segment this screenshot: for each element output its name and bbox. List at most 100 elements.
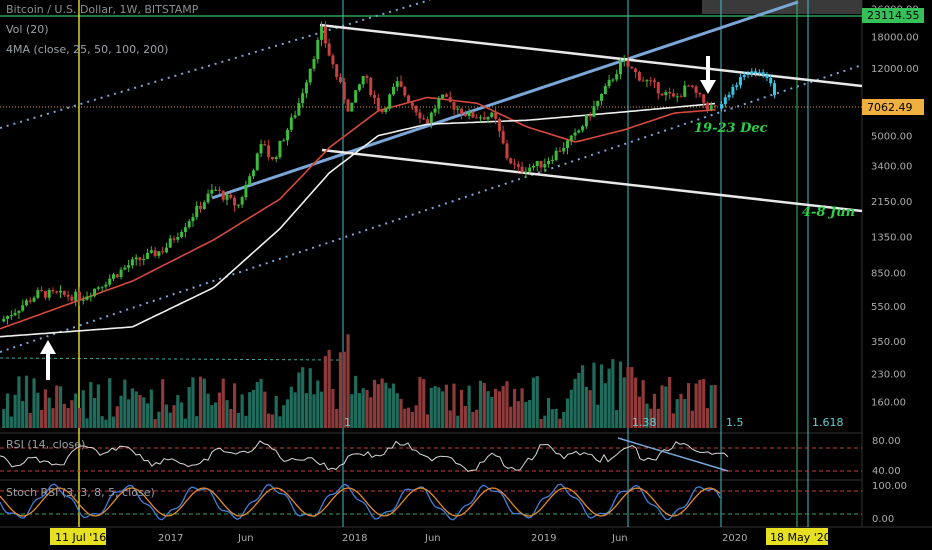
white-upper-channel [319, 23, 863, 88]
volume-bar [164, 404, 169, 428]
candle-body [164, 247, 168, 253]
volume-bar [599, 364, 604, 428]
candle-body [395, 81, 399, 87]
volume-bar [179, 402, 184, 428]
candle-body [626, 60, 630, 67]
volume-bar [342, 351, 346, 428]
volume-bar [482, 382, 486, 428]
volume-bar [104, 419, 108, 428]
volume-indicator-label: Vol (20) [6, 23, 49, 36]
volume-bar [686, 383, 691, 428]
candle-body [123, 267, 127, 270]
price-tick-label: 12000.00 [871, 64, 919, 75]
candle-body [467, 111, 471, 117]
candle-body [248, 176, 252, 185]
volume-bar [312, 394, 316, 428]
candle-body [592, 106, 596, 117]
volume-bar [645, 403, 649, 428]
candle-body [501, 131, 505, 144]
candle-body [81, 299, 85, 301]
projection-candle [735, 85, 739, 87]
volume-bar [81, 390, 85, 428]
volume-bar [5, 393, 10, 428]
volume-bar [58, 386, 63, 428]
volume-bar [361, 388, 365, 428]
price-tick-label: 2150.00 [871, 197, 912, 208]
candle-body [146, 252, 150, 259]
candle-body [168, 238, 172, 248]
candle-body [21, 305, 25, 311]
candle-body [229, 194, 233, 198]
date-label-left: 11 Jul '16 [55, 531, 106, 544]
volume-bar [418, 377, 422, 428]
volume-bar [354, 375, 358, 428]
candle-body [577, 130, 581, 133]
volume-bar [380, 378, 384, 428]
volume-bar [248, 392, 252, 428]
projection-candle [757, 72, 761, 74]
moving-average-line [0, 102, 716, 338]
candle-body [668, 92, 672, 94]
volume-bar [630, 367, 634, 428]
candle-body [615, 74, 619, 80]
volume-bar [652, 393, 657, 428]
candle-body [108, 278, 112, 285]
volume-bar [471, 411, 475, 428]
fib-label-15: 1.5 [726, 416, 744, 429]
date-badge-right [766, 528, 828, 545]
candle-body [528, 167, 532, 172]
candle-body [308, 68, 312, 83]
volume-bar [391, 383, 396, 428]
time-label-2020: 2020 [722, 533, 747, 544]
price-tick-label: 5000.00 [871, 132, 912, 143]
candle-body [418, 112, 422, 119]
candle-body [713, 105, 717, 107]
volume-bar [656, 408, 660, 428]
candle-body [509, 158, 513, 164]
volume-bar [232, 383, 237, 428]
highlight-price-label: 23114.55 [867, 9, 920, 22]
candle-body [380, 110, 384, 113]
volume-bar [115, 406, 119, 428]
volume-bar [494, 388, 498, 428]
volume-bar [664, 386, 668, 428]
volume-bar [573, 378, 577, 428]
volume-bar [668, 376, 672, 428]
candle-body [77, 291, 81, 301]
volume-bar [410, 412, 414, 428]
candle-body [157, 251, 161, 256]
stoch-tick-100: 100.00 [872, 481, 907, 492]
volume-bar [524, 401, 528, 428]
volume-bar [130, 388, 135, 428]
volume-bar [509, 406, 513, 428]
time-label-2018: 2018 [342, 533, 367, 544]
candle-body [369, 77, 373, 95]
candle-body [463, 114, 467, 117]
candle-body [282, 140, 286, 142]
stoch-d-line [0, 487, 721, 517]
volume-bar [388, 388, 392, 428]
candle-body [183, 227, 187, 233]
candle-body [206, 193, 210, 203]
volume-bar [425, 414, 430, 428]
price-tick-label: 1350.00 [871, 233, 912, 244]
volume-bar [187, 387, 191, 428]
pane-separators [0, 0, 932, 528]
volume-bar [478, 380, 483, 428]
candle-body [482, 117, 486, 120]
volume-bar [550, 409, 554, 428]
candle-body [304, 82, 308, 94]
volume-bar [338, 352, 343, 428]
candle-body [13, 312, 17, 316]
projection-candle [772, 83, 776, 96]
volume-bar [709, 385, 713, 428]
candle-body [104, 284, 108, 287]
rsi-divergence-line [617, 437, 729, 472]
candle-body [62, 290, 66, 295]
candle-body [263, 144, 267, 146]
candle-body [274, 157, 278, 159]
date-badge-left [50, 528, 106, 545]
candle-body [244, 184, 248, 198]
candle-body [539, 160, 543, 168]
candle-body [100, 286, 104, 288]
